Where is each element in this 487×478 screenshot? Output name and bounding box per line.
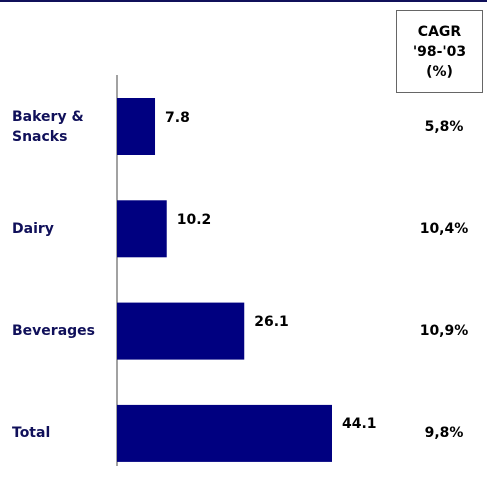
cagr-label: 10,9%: [419, 323, 469, 340]
cagr-label: 9,8%: [424, 425, 464, 442]
value-label: 10.2: [176, 211, 212, 228]
cagr-header-line: CAGR: [417, 23, 462, 40]
value-label: 26.1: [254, 314, 289, 331]
cagr-header-line: (%): [426, 63, 453, 80]
category-label: Total: [12, 425, 51, 442]
bar: [117, 200, 167, 258]
value-label: 7.8: [165, 109, 190, 126]
bar: [117, 302, 245, 360]
category-label: Beverages: [12, 323, 95, 340]
category-label: Bakery & Snacks: [12, 108, 84, 145]
value-label: 44.1: [342, 416, 377, 433]
bar: [117, 404, 332, 462]
category-label: Dairy: [12, 220, 54, 237]
cagr-label: 10,4%: [419, 220, 469, 237]
bar: [117, 98, 156, 155]
cagr-header: CAGR '98-'03 (%): [396, 10, 483, 93]
cagr-label: 5,8%: [424, 118, 464, 135]
cagr-header-line: '98-'03: [412, 43, 467, 60]
